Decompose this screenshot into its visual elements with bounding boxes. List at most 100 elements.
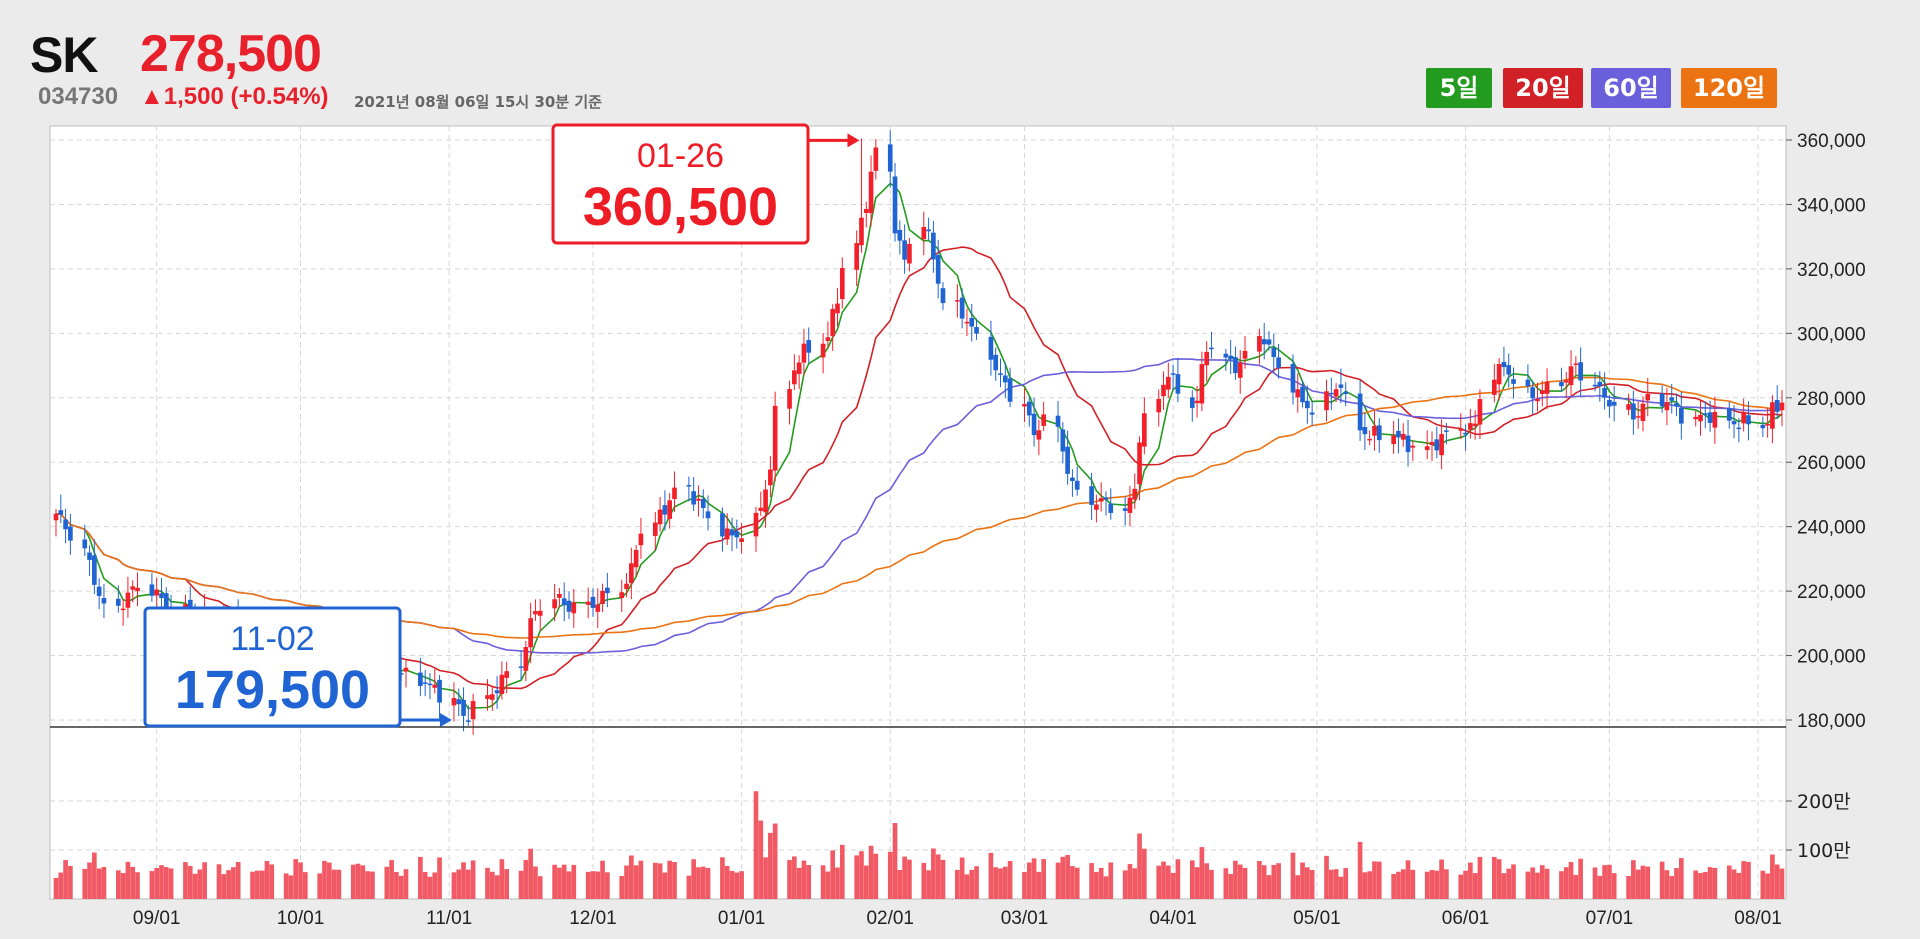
volume-bar [792,856,797,899]
date-tick-label: 08/01 [1734,908,1782,929]
volume-bar [1098,867,1104,899]
candle-body [1290,363,1296,393]
volume-bar [1127,863,1133,899]
volume-bar [269,864,275,899]
candle-body [590,596,596,608]
candle-body [820,343,826,358]
volume-bar [839,844,845,899]
volume-bar [1664,870,1670,899]
volume-bar [1199,847,1205,899]
volume-bar [283,873,289,899]
volume-bar [326,862,332,899]
volume-bar [1712,867,1718,899]
candle-body [1333,389,1339,397]
candle-body [1559,381,1564,387]
candle-body [1774,400,1780,412]
volume-bar [657,863,663,899]
candle-body [1458,429,1464,431]
legend-ma60[interactable]: 60일 [1591,68,1671,108]
volume-bar [1568,861,1574,899]
candle-body [969,318,975,327]
candle-body [451,698,457,706]
volume-bar [259,870,265,899]
volume-bar [787,860,792,899]
candle-body [101,598,107,604]
low-annotation-box [143,606,402,728]
candle-body [859,217,864,246]
volume-bar [1573,874,1579,899]
candle-body [1707,412,1713,423]
legend-ma5[interactable]: 5일 [1426,68,1492,108]
candle-body [1065,446,1070,474]
price-tick-label: 240,000 [1797,518,1866,539]
candle-body [1391,435,1396,445]
candle-body [1094,504,1099,510]
volume-bar [1770,854,1775,899]
candle-body [154,589,160,596]
volume-bar [427,876,433,899]
volume-bar [451,872,457,899]
volume-bar [355,863,361,899]
candle-body [854,243,860,270]
candle-body [955,300,960,302]
price-tick-label: 260,000 [1797,453,1866,474]
volume-bar [595,871,601,899]
volume-bar [1233,860,1238,899]
volume-bar [561,864,567,899]
volume-bar [135,872,140,899]
candle-body [974,327,979,334]
legend-ma20[interactable]: 20일 [1503,68,1583,108]
volume-bar [806,865,812,899]
candle-body [839,268,845,300]
volume-bar [1041,859,1046,899]
candle-body [1779,402,1785,411]
candle-body [552,599,557,609]
candle-body [1626,404,1631,410]
volume-bar [772,823,778,899]
volume-bar [1137,833,1142,899]
candle-body [1228,355,1233,360]
candle-body [1357,393,1363,431]
volume-bar [993,867,999,899]
candle-body [1309,412,1315,415]
candle-body [1070,477,1075,482]
candle-body [1760,424,1766,429]
volume-bar [163,867,169,899]
volume-bar [302,872,308,899]
candle-body [863,208,869,214]
volume-bar [1635,869,1641,899]
candle-body [1712,411,1718,428]
candle-body [1022,403,1027,407]
candle-body [964,321,970,324]
legend-ma120[interactable]: 120일 [1681,68,1777,108]
candle-body [53,513,59,521]
volume-bar [907,859,912,899]
volume-bar [1678,858,1684,899]
candle-body [561,598,567,606]
candle-body [753,512,759,537]
volume-bar [1271,864,1277,899]
candle-body [1122,508,1128,511]
volume-bar [1266,875,1272,899]
candle-body [1659,393,1665,407]
volume-bar [1779,868,1785,899]
candle-body [1271,347,1277,358]
candle-body [1477,399,1483,425]
candle-body [1074,480,1080,490]
volume-bar [350,864,356,899]
volume-bar [499,859,505,899]
current-price: 278,500 [140,25,322,83]
volume-bar [168,868,174,899]
candle-body [1563,380,1569,383]
candle-body [96,586,102,596]
candle-body [1669,397,1675,401]
volume-bar [1022,871,1027,899]
volume-bar [729,870,735,899]
candle-body [835,303,840,314]
candle-body [499,674,505,694]
candle-body [686,485,692,487]
candle-body [1506,365,1512,375]
candle-body [1324,391,1329,411]
high-annotation-date: 01-26 [637,137,724,175]
